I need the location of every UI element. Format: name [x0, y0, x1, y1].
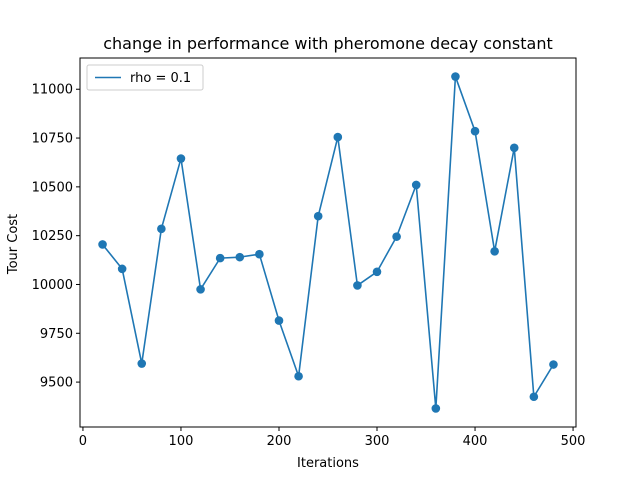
legend-label: rho = 0.1: [130, 71, 191, 86]
plot-area: 0 100 200 300 400 500 9500 9750 10000 10250 10500 1…: [32, 57, 586, 449]
data-point: [509, 143, 519, 153]
y-tick-label: 9500: [40, 376, 73, 391]
y-tick-label: 10250: [32, 229, 73, 244]
data-point: [294, 371, 303, 381]
x-tick-label: 200: [267, 434, 292, 449]
y-axis-label: Tour Cost: [6, 214, 21, 275]
data-point: [490, 246, 499, 256]
y-tick-label: 10750: [32, 132, 73, 147]
x-tick-label: 400: [463, 434, 488, 449]
y-tick-label: 10500: [32, 180, 73, 195]
data-point: [157, 224, 166, 234]
axes-frame: [79, 57, 577, 428]
x-tick-label: 300: [365, 434, 390, 449]
data-point: [392, 232, 401, 241]
data-point: [215, 253, 225, 263]
data-point: [470, 126, 480, 136]
data-point: [196, 285, 205, 294]
x-tick-label: 0: [79, 434, 87, 449]
series-line: [101, 75, 555, 410]
data-point: [255, 249, 264, 259]
data-point: [176, 154, 186, 163]
x-tick-label: 500: [561, 434, 586, 449]
y-tick-label: 10000: [32, 278, 73, 293]
y-tick-label: 9750: [40, 327, 73, 342]
data-point: [549, 360, 558, 369]
y-tick-label: 11000: [32, 83, 73, 98]
data-point: [137, 359, 147, 368]
data-point: [353, 281, 362, 290]
x-axis-label: Iterations: [297, 456, 359, 471]
data-point: [451, 72, 460, 81]
data-point: [372, 267, 382, 277]
data-point: [98, 240, 107, 249]
data-point: [431, 404, 441, 413]
data-point: [529, 392, 539, 402]
data-point: [117, 264, 127, 274]
legend-box: [86, 64, 204, 91]
data-point: [235, 252, 245, 262]
data-point: [313, 211, 323, 221]
data-point: [411, 180, 421, 190]
data-point: [333, 132, 343, 142]
data-point: [274, 316, 284, 325]
chart-title: change in performance with pheromone dec…: [103, 34, 553, 53]
x-tick-label: 100: [169, 434, 194, 449]
